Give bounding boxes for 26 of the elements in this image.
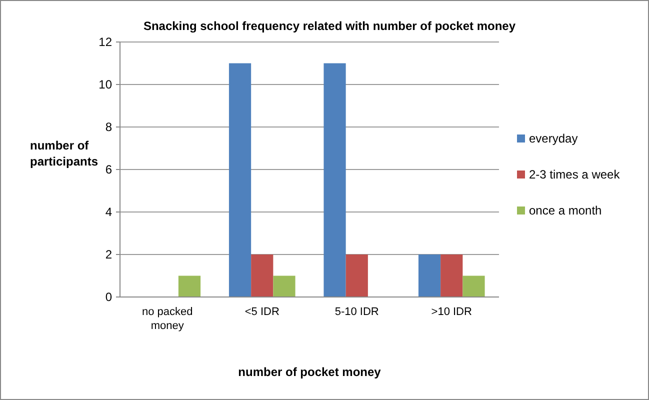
y-tick-label: 10 bbox=[98, 78, 112, 92]
legend-label: 2-3 times a week bbox=[529, 168, 621, 182]
x-tick-label: 5-10 IDR bbox=[334, 306, 379, 318]
bar bbox=[178, 276, 201, 297]
x-tick-label: no packed money bbox=[142, 306, 193, 332]
y-tick-label: 4 bbox=[105, 205, 112, 220]
bar bbox=[228, 63, 252, 297]
y-tick-label: 8 bbox=[105, 120, 112, 134]
bar bbox=[251, 254, 274, 297]
legend-label: once a month bbox=[529, 204, 602, 218]
y-tick-label: 2 bbox=[105, 248, 112, 262]
bar bbox=[346, 254, 368, 297]
bar bbox=[324, 63, 346, 297]
bar bbox=[440, 254, 463, 297]
x-tick-label: >10 IDR bbox=[431, 306, 472, 318]
bar bbox=[418, 254, 441, 297]
legend-label: everyday bbox=[529, 132, 578, 146]
bar bbox=[273, 276, 296, 297]
y-tick-label: 0 bbox=[105, 290, 112, 304]
bar bbox=[462, 276, 485, 297]
x-axis-title: number of pocket money bbox=[238, 365, 382, 379]
y-tick-label: 6 bbox=[105, 162, 112, 177]
x-tick-label: <5 IDR bbox=[244, 306, 280, 318]
chart-title: Snacking school frequency related with number of pocket money bbox=[143, 19, 516, 33]
y-axis-title: number of participants bbox=[30, 138, 98, 168]
y-tick-label: 12 bbox=[98, 35, 112, 50]
